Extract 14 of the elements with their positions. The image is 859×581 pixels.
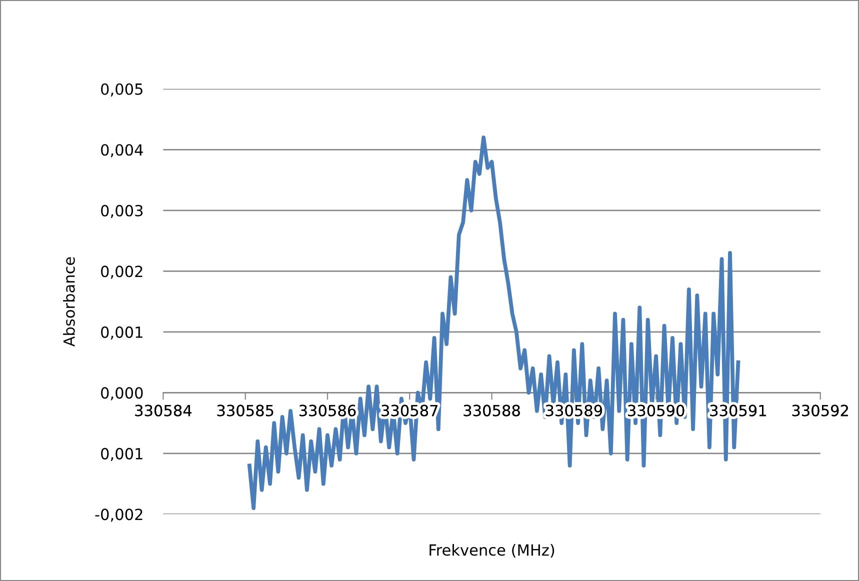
x-axis-title: Frekvence (MHz)	[430, 544, 554, 558]
y-tick-label: 0,000	[101, 387, 143, 400]
y-tick-label: 0,004	[101, 144, 143, 158]
y-tick-label: 0,002	[101, 266, 142, 279]
y-tick-label: 0,001	[101, 448, 142, 462]
y-axis-title: Absorbance	[63, 257, 75, 347]
y-tick-label: 0,001	[101, 326, 142, 340]
y-tick-label: 0,005	[101, 83, 142, 96]
x-tick-label: 330584	[135, 404, 192, 416]
x-tick-label: 330588	[464, 404, 520, 416]
x-tick-label: 330585	[217, 404, 274, 416]
y-tick-label: -0,002	[95, 508, 142, 522]
y-tick-label: 0,003	[101, 204, 143, 218]
x-tick-label: 330592	[792, 404, 848, 416]
